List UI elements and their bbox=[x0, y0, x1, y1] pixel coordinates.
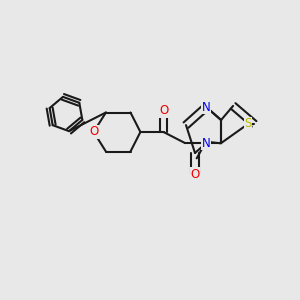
Text: O: O bbox=[159, 104, 168, 118]
Text: O: O bbox=[190, 167, 200, 181]
Text: N: N bbox=[202, 136, 211, 150]
Text: O: O bbox=[89, 125, 98, 139]
Text: S: S bbox=[244, 117, 252, 130]
Text: N: N bbox=[202, 100, 211, 114]
